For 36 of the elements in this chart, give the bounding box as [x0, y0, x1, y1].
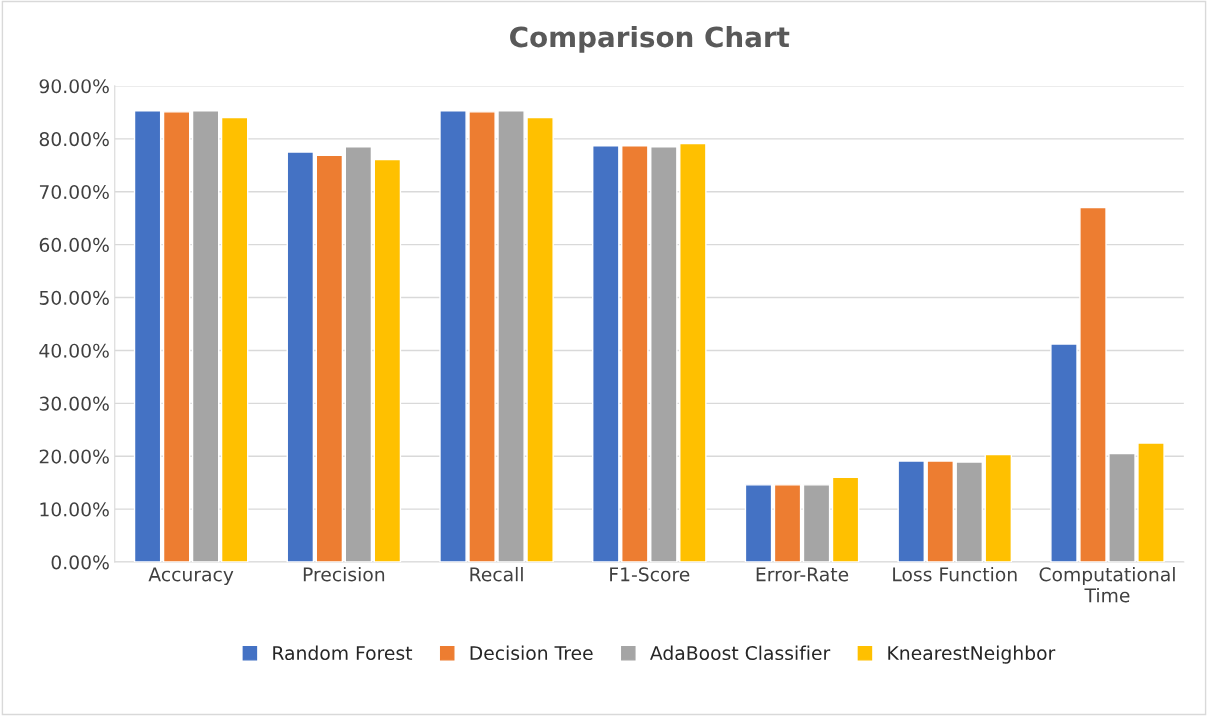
bar — [831, 476, 860, 563]
y-tick-label: 30.00% — [39, 396, 109, 411]
x-tick-label: Precision — [303, 566, 385, 582]
y-tick-label: 80.00% — [39, 132, 109, 147]
y-tick-label: 60.00% — [39, 237, 109, 253]
x-tick-label: Loss Function — [893, 566, 1017, 582]
bar — [344, 146, 373, 563]
bar — [744, 484, 773, 563]
bar — [802, 484, 831, 563]
x-tick-label: Accuracy — [148, 567, 234, 586]
bar — [773, 484, 802, 563]
bar — [315, 154, 344, 563]
y-tick-label: 0.00% — [51, 555, 109, 570]
bar — [162, 111, 191, 563]
x-tick-label: Computational Time — [1039, 566, 1175, 603]
y-tick-label: 90.00% — [39, 79, 109, 94]
x-tick-label: Error-Rate — [756, 567, 849, 582]
x-tick-label: Recall — [470, 566, 523, 582]
x-tick-label: F1-Score — [610, 567, 690, 582]
chart-title: Comparison Chart — [510, 25, 790, 53]
bar — [984, 453, 1013, 563]
y-tick-label: 40.00% — [39, 343, 109, 358]
bar — [286, 151, 315, 563]
y-tick-label: 10.00% — [40, 502, 109, 517]
bar — [955, 461, 984, 563]
bar — [191, 110, 220, 563]
bar — [220, 116, 249, 563]
legend-label: AdaBoost Classifier — [650, 645, 831, 661]
legend-label: KnearestNeighbor — [888, 645, 1056, 664]
y-tick-label: 70.00% — [39, 184, 109, 200]
bar — [133, 110, 162, 563]
legend-label: Random Forest — [273, 645, 413, 661]
bar — [373, 158, 402, 563]
y-tick-label: 50.00% — [39, 290, 109, 305]
y-tick-label: 20.00% — [39, 449, 109, 464]
legend-label: Decision Tree — [470, 645, 593, 661]
